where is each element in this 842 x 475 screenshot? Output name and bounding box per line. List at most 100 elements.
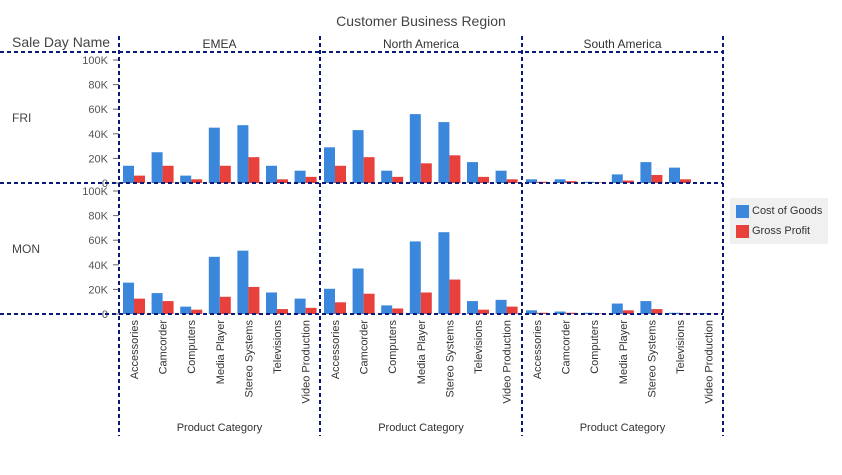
legend-label: Gross Profit bbox=[752, 225, 810, 237]
x-tick-label: Media Player bbox=[416, 320, 428, 385]
bar-gross-profit-stereo-systems bbox=[651, 175, 662, 183]
bar-cost-of-goods-televisions bbox=[467, 301, 478, 314]
bar-gross-profit-stereo-systems bbox=[248, 287, 259, 314]
bar-cost-of-goods-accessories bbox=[324, 289, 335, 314]
x-tick-label: Accessories bbox=[129, 320, 141, 380]
bar-cost-of-goods-stereo-systems bbox=[237, 125, 248, 183]
bar-cost-of-goods-camcorder bbox=[152, 293, 163, 314]
bar-cost-of-goods-computers bbox=[180, 307, 191, 314]
x-tick-label: Stereo Systems bbox=[646, 320, 658, 398]
bar-cost-of-goods-computers bbox=[180, 176, 191, 183]
bar-gross-profit-camcorder bbox=[364, 157, 375, 183]
bar-cost-of-goods-stereo-systems bbox=[438, 232, 449, 314]
x-axis-title: Product Category bbox=[378, 422, 464, 434]
bar-cost-of-goods-accessories bbox=[324, 147, 335, 183]
x-tick-label: Computers bbox=[387, 320, 399, 374]
bar-cost-of-goods-media-player bbox=[209, 257, 220, 314]
legend-swatch-cost-of-goods bbox=[736, 205, 749, 218]
x-tick-label: Computers bbox=[186, 320, 198, 374]
legend-swatch-gross-profit bbox=[736, 225, 749, 238]
bar-cost-of-goods-video-production bbox=[295, 299, 306, 314]
y-tick-label: 20K bbox=[88, 284, 108, 296]
bar-cost-of-goods-media-player bbox=[612, 304, 623, 314]
bar-cost-of-goods-media-player bbox=[410, 114, 421, 183]
y-tick-label: 100K bbox=[82, 55, 108, 67]
bar-gross-profit-stereo-systems bbox=[449, 155, 460, 183]
x-tick-label: Stereo Systems bbox=[444, 320, 456, 398]
bar-cost-of-goods-accessories bbox=[123, 166, 134, 183]
bar-cost-of-goods-televisions bbox=[266, 166, 277, 183]
bar-gross-profit-media-player bbox=[421, 163, 432, 183]
x-tick-label: Video Production bbox=[502, 320, 514, 404]
x-tick-label: Camcorder bbox=[158, 320, 170, 375]
bar-gross-profit-stereo-systems bbox=[449, 280, 460, 314]
row-header: Sale Day Name bbox=[12, 34, 110, 50]
bar-gross-profit-camcorder bbox=[163, 301, 174, 314]
bar-cost-of-goods-camcorder bbox=[353, 268, 364, 314]
bar-cost-of-goods-video-production bbox=[496, 300, 507, 314]
bar-gross-profit-camcorder bbox=[364, 294, 375, 314]
x-tick-label: Video Production bbox=[301, 320, 313, 404]
y-tick-label: 80K bbox=[88, 211, 108, 223]
x-tick-label: Camcorder bbox=[359, 320, 371, 375]
bar-cost-of-goods-televisions bbox=[266, 292, 277, 314]
x-tick-label: Video Production bbox=[704, 320, 716, 404]
bar-gross-profit-media-player bbox=[421, 292, 432, 314]
column-header-north-america: North America bbox=[383, 37, 459, 51]
x-tick-label: Televisions bbox=[473, 320, 485, 374]
row-header-fri: FRI bbox=[12, 111, 31, 125]
bar-cost-of-goods-video-production bbox=[295, 171, 306, 183]
trellis-dividers bbox=[0, 36, 723, 436]
bar-cost-of-goods-accessories bbox=[123, 283, 134, 314]
bar-gross-profit-accessories bbox=[134, 176, 145, 183]
x-tick-label: Computers bbox=[589, 320, 601, 374]
x-axis-title: Product Category bbox=[580, 422, 666, 434]
bars-layer bbox=[123, 114, 720, 314]
bar-cost-of-goods-televisions bbox=[467, 162, 478, 183]
legend: Cost of Goods Gross Profit bbox=[730, 198, 828, 244]
y-tick-label: 40K bbox=[88, 129, 108, 141]
y-tick-label: 60K bbox=[88, 104, 108, 116]
legend-label: Cost of Goods bbox=[752, 205, 822, 217]
x-tick-label: Stereo Systems bbox=[243, 320, 255, 398]
y-tick-label: 60K bbox=[88, 235, 108, 247]
bar-cost-of-goods-media-player bbox=[410, 241, 421, 314]
chart-title: Customer Business Region bbox=[336, 13, 506, 29]
bar-cost-of-goods-stereo-systems bbox=[237, 251, 248, 314]
x-axis-title: Product Category bbox=[177, 422, 263, 434]
bar-cost-of-goods-media-player bbox=[209, 128, 220, 183]
x-tick-label: Accessories bbox=[330, 320, 342, 380]
bar-gross-profit-video-production bbox=[507, 307, 518, 314]
bar-gross-profit-accessories bbox=[335, 302, 346, 314]
bar-cost-of-goods-camcorder bbox=[152, 152, 163, 183]
bar-gross-profit-media-player bbox=[220, 297, 231, 314]
bar-cost-of-goods-stereo-systems bbox=[640, 162, 651, 183]
y-tick-label: 80K bbox=[88, 80, 108, 92]
bar-cost-of-goods-media-player bbox=[612, 174, 623, 183]
bar-gross-profit-accessories bbox=[134, 299, 145, 314]
x-tick-label: Televisions bbox=[675, 320, 687, 374]
x-tick-label: Camcorder bbox=[561, 320, 573, 375]
x-tick-label: Media Player bbox=[215, 320, 227, 385]
bar-cost-of-goods-stereo-systems bbox=[640, 301, 651, 314]
bar-cost-of-goods-televisions bbox=[669, 168, 680, 183]
column-header-emea: EMEA bbox=[202, 37, 236, 51]
x-tick-label: Accessories bbox=[532, 320, 544, 380]
x-tick-label: Media Player bbox=[618, 320, 630, 385]
bar-cost-of-goods-computers bbox=[381, 305, 392, 314]
bar-cost-of-goods-video-production bbox=[496, 171, 507, 183]
column-header-south-america: South America bbox=[583, 37, 661, 51]
bar-cost-of-goods-stereo-systems bbox=[438, 122, 449, 183]
bar-gross-profit-stereo-systems bbox=[248, 157, 259, 183]
y-tick-label: 40K bbox=[88, 260, 108, 272]
bar-gross-profit-media-player bbox=[220, 166, 231, 183]
bar-gross-profit-accessories bbox=[335, 166, 346, 183]
bar-cost-of-goods-camcorder bbox=[353, 130, 364, 183]
y-tick-label: 20K bbox=[88, 153, 108, 165]
row-header-mon: MON bbox=[12, 242, 40, 256]
bar-gross-profit-camcorder bbox=[163, 166, 174, 183]
x-tick-label: Televisions bbox=[272, 320, 284, 374]
